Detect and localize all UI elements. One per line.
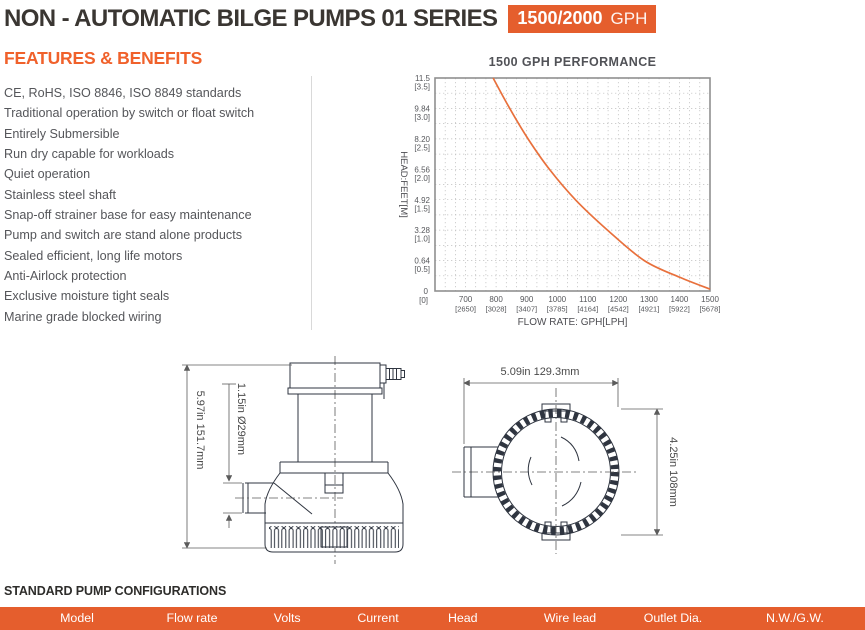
svg-text:1400: 1400 — [671, 295, 689, 304]
performance-chart: 11.5[3.5] 9.84[3.0] 8.20[2.5] 6.56[2.0] 4.92… — [398, 55, 720, 328]
svg-text:[4542]: [4542] — [608, 305, 629, 314]
pump-outline — [235, 356, 405, 564]
svg-text:0: 0 — [424, 287, 429, 296]
pump-top-view-drawing: 5.09in 129.3mm 4.25in 108mm — [452, 366, 679, 554]
configurations-heading: STANDARD PUMP CONFIGURATIONS — [4, 584, 227, 598]
width-dimension-label: 5.09in 129.3mm — [501, 366, 580, 378]
feature-item: Sealed efficient, long life motors — [4, 248, 183, 263]
feature-item: Stainless steel shaft — [4, 187, 117, 202]
pump-side-view-drawing: 5.97in 151.7mm 1.15in Ø29mm — [182, 356, 405, 564]
svg-text:[2650]: [2650] — [455, 305, 476, 314]
dimension-annotations: 5.09in 129.3mm 4.25in 108mm — [463, 366, 679, 536]
svg-text:700: 700 — [459, 295, 473, 304]
feature-item: Quiet operation — [4, 167, 91, 182]
features-section: FEATURES & BENEFITS CE, RoHS, ISO 8846, … — [4, 48, 309, 327]
column-header-wire-lead: Wire lead — [543, 611, 597, 625]
feature-item: Exclusive moisture tight seals — [4, 289, 170, 304]
badge-unit-text: GPH — [610, 9, 648, 28]
svg-text:8.20: 8.20 — [414, 135, 430, 144]
page-title: NON - AUTOMATIC BILGE PUMPS 01 SERIES — [4, 5, 498, 32]
svg-text:[1.0]: [1.0] — [414, 235, 430, 244]
y-axis-label: HEAD:FEET[M] — [398, 151, 409, 218]
table-header-row: Model Flow rate Volts Current Head Wire … — [0, 607, 865, 630]
chart-grid — [435, 78, 710, 291]
column-header-flow-rate: Flow rate — [166, 611, 218, 625]
svg-text:1300: 1300 — [640, 295, 658, 304]
svg-text:6.56: 6.56 — [414, 165, 430, 174]
svg-text:[1.5]: [1.5] — [414, 204, 430, 213]
x-axis-tick-labels: 700[2650] 800[3028] 900[3407] 1000[3785] 110… — [455, 295, 720, 314]
svg-text:11.5: 11.5 — [415, 74, 431, 83]
feature-item: Anti-Airlock protection — [4, 269, 127, 284]
dimension-annotations: 5.97in 151.7mm 1.15in Ø29mm — [182, 364, 292, 549]
svg-text:[2.0]: [2.0] — [414, 174, 430, 183]
svg-text:1500: 1500 — [701, 295, 719, 304]
svg-text:[3785]: [3785] — [547, 305, 568, 314]
column-header-outlet-dia: Outlet Dia. — [643, 611, 703, 625]
column-header-head: Head — [447, 611, 478, 625]
y-axis-tick-labels: 11.5[3.5] 9.84[3.0] 8.20[2.5] 6.56[2.0] 4.92… — [414, 74, 430, 305]
svg-text:1100: 1100 — [579, 295, 597, 304]
svg-text:[0.5]: [0.5] — [414, 265, 430, 274]
svg-text:0.64: 0.64 — [414, 257, 430, 266]
column-divider — [311, 76, 312, 330]
svg-text:[0]: [0] — [419, 296, 428, 305]
feature-item: Pump and switch are stand alone products — [4, 228, 243, 243]
chart-plot-border — [434, 77, 711, 292]
svg-text:[5678]: [5678] — [700, 305, 721, 314]
chart-title: 1500 GPH PERFORMANCE — [489, 55, 657, 69]
svg-text:3.28: 3.28 — [414, 226, 430, 235]
x-axis-label: FLOW RATE: GPH[LPH] — [518, 317, 628, 328]
feature-item: Entirely Submersible — [4, 126, 120, 141]
svg-text:1200: 1200 — [609, 295, 627, 304]
depth-dimension-label: 4.25in 108mm — [667, 437, 679, 507]
column-header-nw-gw: N.W./G.W. — [766, 611, 824, 625]
svg-text:9.84: 9.84 — [414, 105, 430, 114]
column-header-model: Model — [60, 611, 94, 625]
strainer-top-outline — [452, 388, 638, 554]
feature-item: Marine grade blocked wiring — [4, 309, 162, 324]
series-badge: 1500/2000 GPH — [508, 5, 657, 33]
features-list: CE, RoHS, ISO 8846, ISO 8849 standards T… — [4, 83, 309, 327]
badge-model-text: 1500/2000 — [517, 8, 603, 28]
svg-text:[3407]: [3407] — [516, 305, 537, 314]
svg-text:[5922]: [5922] — [669, 305, 690, 314]
header: NON - AUTOMATIC BILGE PUMPS 01 SERIES 15… — [4, 5, 657, 33]
feature-item: Snap-off strainer base for easy maintena… — [4, 208, 252, 223]
height-dimension-label: 5.97in 151.7mm — [194, 391, 206, 470]
feature-item: Traditional operation by switch or float… — [4, 106, 255, 121]
svg-text:800: 800 — [489, 295, 503, 304]
svg-text:[3028]: [3028] — [486, 305, 507, 314]
svg-text:[4921]: [4921] — [638, 305, 659, 314]
svg-text:[4164]: [4164] — [577, 305, 598, 314]
svg-text:4.92: 4.92 — [414, 196, 430, 205]
svg-text:[2.5]: [2.5] — [414, 144, 430, 153]
column-header-current: Current — [357, 611, 399, 625]
svg-text:[3.0]: [3.0] — [414, 113, 430, 122]
feature-item: Run dry capable for workloads — [4, 147, 175, 162]
feature-item: CE, RoHS, ISO 8846, ISO 8849 standards — [4, 86, 242, 100]
outlet-dimension-label: 1.15in Ø29mm — [235, 383, 247, 455]
features-heading: FEATURES & BENEFITS — [4, 48, 203, 68]
svg-text:[3.5]: [3.5] — [414, 83, 430, 92]
column-header-volts: Volts — [273, 611, 301, 625]
svg-text:900: 900 — [520, 295, 534, 304]
performance-curve — [492, 77, 711, 290]
svg-text:1000: 1000 — [548, 295, 566, 304]
